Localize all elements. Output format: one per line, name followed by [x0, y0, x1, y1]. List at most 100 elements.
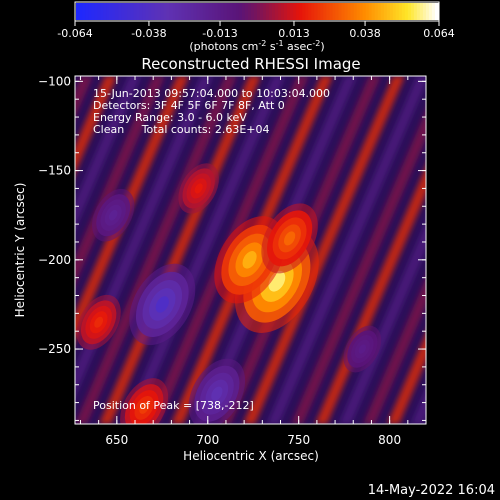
y-tick-label: −250 — [38, 342, 71, 356]
fringe-stripe — [0, 76, 69, 424]
colorbar-segment — [275, 3, 279, 20]
colorbar-segment — [308, 3, 312, 20]
colorbar-segment — [172, 3, 177, 20]
colorbar-segment — [410, 3, 415, 20]
colorbar-segment — [148, 3, 153, 20]
y-tick-label: −200 — [38, 253, 71, 267]
colorbar-segment — [103, 3, 107, 20]
source-contour — [139, 401, 149, 414]
colorbar-segment — [344, 3, 349, 20]
colorbar-segment — [398, 3, 403, 20]
colorbar-segment — [133, 3, 137, 20]
colorbar-segment — [287, 3, 291, 20]
colorbar-segment — [106, 3, 110, 20]
annotation-line: 15-Jun-2013 09:57:04.000 to 10:03:04.000 — [93, 87, 330, 100]
colorbar-segment — [163, 3, 168, 20]
colorbar-segment — [199, 3, 204, 20]
fringe-stripe — [243, 76, 405, 424]
colorbar-segment — [278, 3, 282, 20]
y-axis-label: Heliocentric Y (arcsec) — [13, 183, 27, 318]
colorbar-segment — [425, 3, 430, 20]
x-axis: 650 700 750 800 — [79, 76, 427, 447]
source-contour — [358, 344, 367, 354]
colorbar-segment — [428, 3, 433, 20]
fringe-stripe — [75, 76, 93, 118]
source-contour — [94, 316, 104, 328]
colorbar-segment — [184, 3, 189, 20]
source-contour — [155, 296, 169, 313]
colorbar-tick-label: -0.013 — [202, 27, 237, 40]
colorbar-segment — [211, 3, 216, 20]
colorbar-segment — [266, 3, 270, 20]
colorbar-segment — [250, 3, 255, 20]
x-tick-label: 700 — [196, 433, 219, 447]
colorbar-segment — [293, 3, 297, 20]
colorbar-segment — [260, 3, 264, 20]
source-contour — [283, 231, 296, 246]
colorbar-segment — [311, 3, 315, 20]
colorbar-segment — [392, 3, 397, 20]
colorbar-segment — [88, 3, 92, 20]
colorbar-segment — [290, 3, 294, 20]
colorbar-segment — [383, 3, 388, 20]
colorbar: -0.064 -0.038 -0.013 0.013 0.038 0.064 (photo… — [57, 1, 455, 53]
colorbar-segment — [329, 3, 334, 20]
colorbar-segment — [118, 3, 122, 20]
colorbar-segment — [401, 3, 406, 20]
colorbar-segment — [305, 3, 309, 20]
colorbar-segment — [257, 3, 261, 20]
emission-source — [120, 378, 169, 424]
colorbar-segment — [178, 3, 183, 20]
colorbar-segment — [91, 3, 95, 20]
fringe-stripe — [411, 389, 426, 424]
colorbar-segment — [223, 3, 228, 20]
x-tick-label: 800 — [378, 433, 401, 447]
colorbar-segment — [205, 3, 210, 20]
colorbar-segment — [76, 3, 80, 20]
colorbar-segment — [100, 3, 104, 20]
colorbar-segment — [404, 3, 409, 20]
colorbar-segment — [124, 3, 128, 20]
x-tick-label: 750 — [287, 433, 310, 447]
colorbar-frame — [74, 1, 440, 22]
fringe-stripe — [339, 222, 426, 424]
source-contour — [108, 209, 118, 221]
colorbar-segment — [160, 3, 165, 20]
colorbar-segment — [175, 3, 180, 20]
emission-source — [76, 294, 121, 350]
fringe-stripe — [75, 76, 141, 230]
colorbar-segment — [208, 3, 213, 20]
colorbar-segment — [332, 3, 337, 20]
fringe-stripe — [459, 76, 500, 424]
colorbar-segment — [326, 3, 330, 20]
colorbar-segment — [214, 3, 219, 20]
colorbar-segment — [389, 3, 394, 20]
colorbar-segment — [85, 3, 89, 20]
peak-position-label: Position of Peak = [738,-212] — [93, 399, 254, 412]
colorbar-segment — [368, 3, 373, 20]
colorbar-tick-label: 0.064 — [423, 27, 455, 40]
colorbar-segment — [371, 3, 376, 20]
colorbar-segment — [434, 3, 439, 20]
fringe-stripe — [363, 277, 426, 424]
emission-source — [261, 203, 318, 274]
colorbar-segment — [253, 3, 258, 20]
fringe-stripe — [75, 76, 237, 424]
colorbar-segment — [317, 3, 321, 20]
colorbar-unit-label: (photons cm-2 s-1 asec-2) — [189, 39, 324, 53]
colorbar-segment — [353, 3, 358, 20]
colorbar-segment — [166, 3, 171, 20]
colorbar-segment — [356, 3, 361, 20]
colorbar-tick-label: -0.064 — [57, 27, 92, 40]
x-tick-label: 650 — [105, 433, 128, 447]
source-contour — [194, 183, 203, 194]
colorbar-segment — [238, 3, 243, 20]
colorbar-segment — [97, 3, 101, 20]
colorbar-segment — [79, 3, 83, 20]
colorbar-segment — [244, 3, 249, 20]
fringe-stripe — [75, 76, 117, 174]
source-contour — [211, 386, 223, 401]
colorbar-segment — [281, 3, 285, 20]
colorbar-segment — [350, 3, 355, 20]
colorbar-segment — [296, 3, 300, 20]
